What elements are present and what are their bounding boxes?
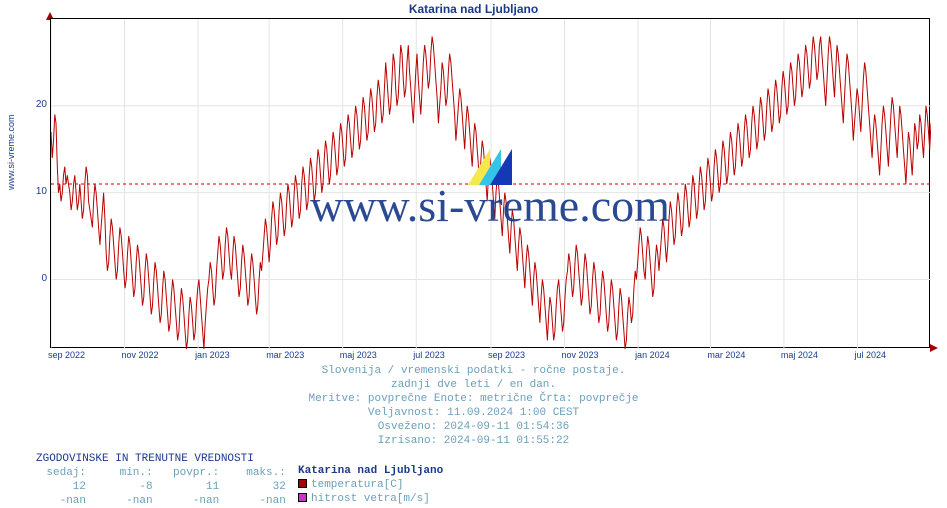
x-tick-label: maj 2023	[340, 350, 377, 360]
stats-row-temperature: 12 -8 11 32	[36, 480, 286, 494]
stats-row-wind: -nan -nan -nan -nan	[36, 494, 286, 508]
legend-item-temperature: temperatura[C]	[298, 478, 443, 492]
x-tick-label: jul 2023	[413, 350, 445, 360]
legend-title: Katarina nad Ljubljano	[298, 464, 443, 478]
chart-svg	[51, 19, 931, 349]
val-povpr: 11	[159, 480, 219, 494]
y-tick-label: 0	[7, 273, 47, 284]
x-tick-label: sep 2023	[488, 350, 525, 360]
col-povpr: povpr.:	[159, 466, 219, 480]
val-maks: 32	[226, 480, 286, 494]
val-sedaj: 12	[36, 480, 86, 494]
meta-line: Izrisano: 2024-09-11 01:55:22	[0, 434, 947, 448]
val-min: -nan	[93, 494, 153, 508]
legend-item-wind: hitrost vetra[m/s]	[298, 492, 443, 506]
meta-line: Osveženo: 2024-09-11 01:54:36	[0, 420, 947, 434]
stats-title: ZGODOVINSKE IN TRENUTNE VREDNOSTI	[36, 452, 286, 466]
x-tick-label: jan 2023	[195, 350, 230, 360]
val-povpr: -nan	[159, 494, 219, 508]
val-maks: -nan	[226, 494, 286, 508]
legend-swatch-temperature	[298, 479, 307, 488]
stats-header-row: sedaj: min.: povpr.: maks.:	[36, 466, 286, 480]
y-tick-label: 10	[7, 186, 47, 197]
col-min: min.:	[93, 466, 153, 480]
x-tick-label: mar 2024	[707, 350, 745, 360]
legend: Katarina nad Ljubljano temperatura[C] hi…	[298, 464, 443, 506]
legend-label: hitrost vetra[m/s]	[311, 493, 430, 505]
x-tick-label: mar 2023	[266, 350, 304, 360]
meta-line: zadnji dve leti / en dan.	[0, 378, 947, 392]
stats-table: ZGODOVINSKE IN TRENUTNE VREDNOSTI sedaj:…	[36, 452, 286, 508]
x-tick-label: jan 2024	[635, 350, 670, 360]
legend-swatch-wind	[298, 493, 307, 502]
val-sedaj: -nan	[36, 494, 86, 508]
legend-label: temperatura[C]	[311, 479, 403, 491]
x-tick-label: nov 2022	[122, 350, 159, 360]
chart-metadata: Slovenija / vremenski podatki - ročne po…	[0, 364, 947, 448]
val-min: -8	[93, 480, 153, 494]
side-site-label: www.si-vreme.com	[6, 114, 16, 190]
y-tick-label: 20	[7, 99, 47, 110]
x-tick-label: nov 2023	[562, 350, 599, 360]
meta-line: Slovenija / vremenski podatki - ročne po…	[0, 364, 947, 378]
x-tick-label: jul 2024	[854, 350, 886, 360]
meta-line: Meritve: povprečne Enote: metrične Črta:…	[0, 392, 947, 406]
chart-plot-area: www.si-vreme.com	[50, 18, 930, 348]
x-axis-arrow	[930, 344, 938, 352]
meta-line: Veljavnost: 11.09.2024 1:00 CEST	[0, 406, 947, 420]
x-tick-label: maj 2024	[781, 350, 818, 360]
col-sedaj: sedaj:	[36, 466, 86, 480]
chart-title: Katarina nad Ljubljano	[0, 2, 947, 16]
x-tick-label: sep 2022	[48, 350, 85, 360]
col-maks: maks.:	[226, 466, 286, 480]
